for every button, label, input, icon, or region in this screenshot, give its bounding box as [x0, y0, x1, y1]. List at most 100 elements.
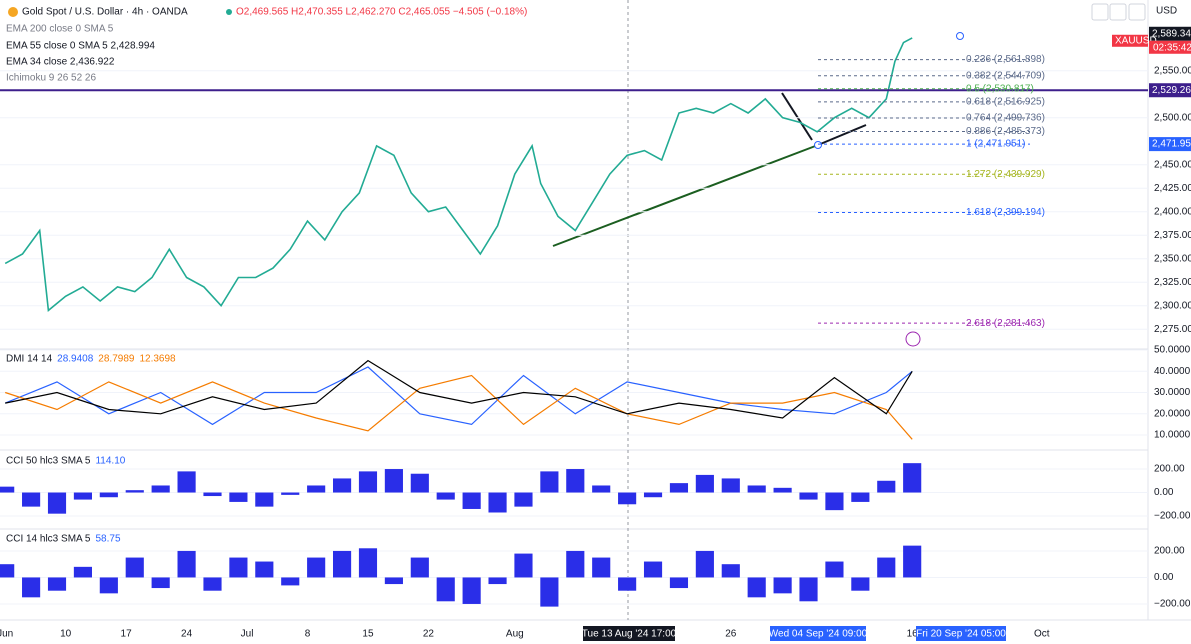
- histogram-bar: [540, 577, 559, 607]
- y-tick-label: 0.00: [1154, 487, 1174, 498]
- histogram-bar: [721, 564, 740, 578]
- series-line: [5, 374, 913, 440]
- fib-label: 0.5 (2,530.817): [966, 83, 1034, 94]
- pane-title: DMI 14 14: [6, 354, 53, 365]
- histogram-bar: [281, 577, 300, 586]
- x-tick-label: 24: [181, 629, 193, 640]
- currency[interactable]: USD: [1156, 6, 1177, 17]
- histogram-bar: [384, 469, 403, 493]
- fib-label: 0.382 (2,544.709): [966, 70, 1045, 81]
- indicator-label[interactable]: EMA 55 close 0 SMA 5 2,428.994: [6, 41, 155, 52]
- x-tick-label: 16: [907, 629, 919, 640]
- fib-label: 0.886 (2,485.373): [966, 126, 1045, 137]
- y-tick-label: 2,400.000: [1154, 206, 1191, 217]
- histogram-bar: [773, 487, 792, 493]
- pane-readout: 12.3698: [139, 354, 176, 365]
- histogram-bar: [618, 492, 637, 505]
- y-tick-label: −200.00: [1154, 599, 1191, 610]
- y-tick-label: 2,375.000: [1154, 230, 1191, 241]
- histogram-bar: [592, 485, 611, 493]
- histogram-bar: [0, 564, 15, 578]
- histogram-bar: [125, 557, 144, 578]
- y-tick-label: 2,300.000: [1154, 300, 1191, 311]
- toolbar-button[interactable]: [1091, 3, 1109, 21]
- histogram-bar: [436, 492, 455, 500]
- histogram-bar: [669, 483, 689, 493]
- histogram-bar: [773, 577, 792, 594]
- event-icon[interactable]: [905, 331, 921, 347]
- y-tick-label: 30.0000: [1154, 387, 1191, 398]
- histogram-bar: [695, 550, 714, 578]
- histogram-bar: [747, 485, 766, 493]
- trendline: [781, 92, 813, 141]
- histogram-bar: [462, 577, 481, 604]
- y-tick-label: 2,550.000: [1154, 65, 1191, 76]
- histogram-bar: [307, 485, 326, 493]
- fib-label: 0.618 (2,516.925): [966, 96, 1045, 107]
- time-badge: [770, 626, 866, 641]
- histogram-bar: [358, 548, 378, 578]
- toolbar-button[interactable]: [1128, 3, 1146, 21]
- histogram-bar: [903, 545, 922, 578]
- ticker-badge: [1112, 34, 1148, 47]
- histogram-bar: [410, 557, 429, 578]
- histogram-bar: [566, 550, 585, 578]
- price-badge-label: 2,471.951: [1152, 139, 1191, 150]
- x-tick-label: 17: [121, 629, 133, 640]
- histogram-bar: [462, 492, 481, 509]
- symbol-title: Gold Spot / U.S. Dollar · 4h · OANDA: [22, 7, 188, 18]
- toolbar-button[interactable]: [1109, 3, 1127, 21]
- symbol-icon: [8, 7, 18, 17]
- histogram-bar: [488, 492, 507, 513]
- histogram-bar: [799, 577, 818, 602]
- histogram-bar: [73, 566, 92, 578]
- histogram-bar: [47, 577, 67, 591]
- market-status: [226, 9, 232, 15]
- y-tick-label: 20.0000: [1154, 408, 1191, 419]
- pane-title: CCI 14 hlc3 SMA 5: [6, 534, 91, 545]
- x-tick-label: 15: [362, 629, 374, 640]
- time-badge-label: Tue 13 Aug '24 17:00: [582, 629, 677, 640]
- x-tick-label: 22: [423, 629, 435, 640]
- indicator-label[interactable]: Ichimoku 9 26 52 26: [6, 73, 96, 84]
- y-tick-label: −200.00: [1154, 511, 1191, 522]
- histogram-bar: [73, 492, 92, 500]
- x-tick-label: Jul: [241, 629, 254, 640]
- fib-label: 1.618 (2,399.194): [966, 207, 1045, 218]
- histogram-bar: [255, 561, 274, 578]
- x-tick-label: 8: [305, 629, 311, 640]
- fib-anchor: [814, 141, 822, 149]
- indicator-label[interactable]: EMA 34 close 2,436.922: [6, 57, 115, 68]
- y-tick-label: 0.00: [1154, 572, 1174, 583]
- histogram-bar: [410, 473, 429, 493]
- histogram-bar: [151, 485, 170, 493]
- fib-anchor: [956, 32, 964, 40]
- countdown-badge: [1149, 40, 1191, 54]
- histogram-bar: [177, 471, 196, 493]
- x-tick-label: Oct: [1034, 629, 1050, 640]
- histogram-bar: [851, 492, 870, 502]
- trendline: [552, 144, 819, 247]
- pane-readout: 58.75: [95, 534, 120, 545]
- x-tick-label: 26: [725, 629, 737, 640]
- y-tick-label: 2,275.000: [1154, 324, 1191, 335]
- histogram-bar: [695, 474, 714, 493]
- histogram-bar: [332, 478, 352, 493]
- histogram-bar: [514, 492, 533, 507]
- histogram-bar: [540, 471, 559, 493]
- histogram-bar: [99, 577, 118, 594]
- countdown-label: 02:35:42: [1153, 42, 1191, 53]
- histogram-bar: [151, 577, 170, 589]
- fib-label: 1.272 (2,439.929): [966, 169, 1045, 180]
- histogram-bar: [436, 577, 455, 602]
- indicator-label[interactable]: EMA 200 close 0 SMA 5: [6, 24, 114, 35]
- time-badge: [583, 626, 675, 641]
- pane-readout: 114.10: [95, 456, 125, 467]
- price-badge-label: 2,589.349: [1152, 28, 1191, 39]
- x-tick-label: Aug: [506, 629, 524, 640]
- histogram-bar: [488, 577, 507, 585]
- y-tick-label: 40.0000: [1154, 366, 1191, 377]
- histogram-bar: [332, 550, 352, 578]
